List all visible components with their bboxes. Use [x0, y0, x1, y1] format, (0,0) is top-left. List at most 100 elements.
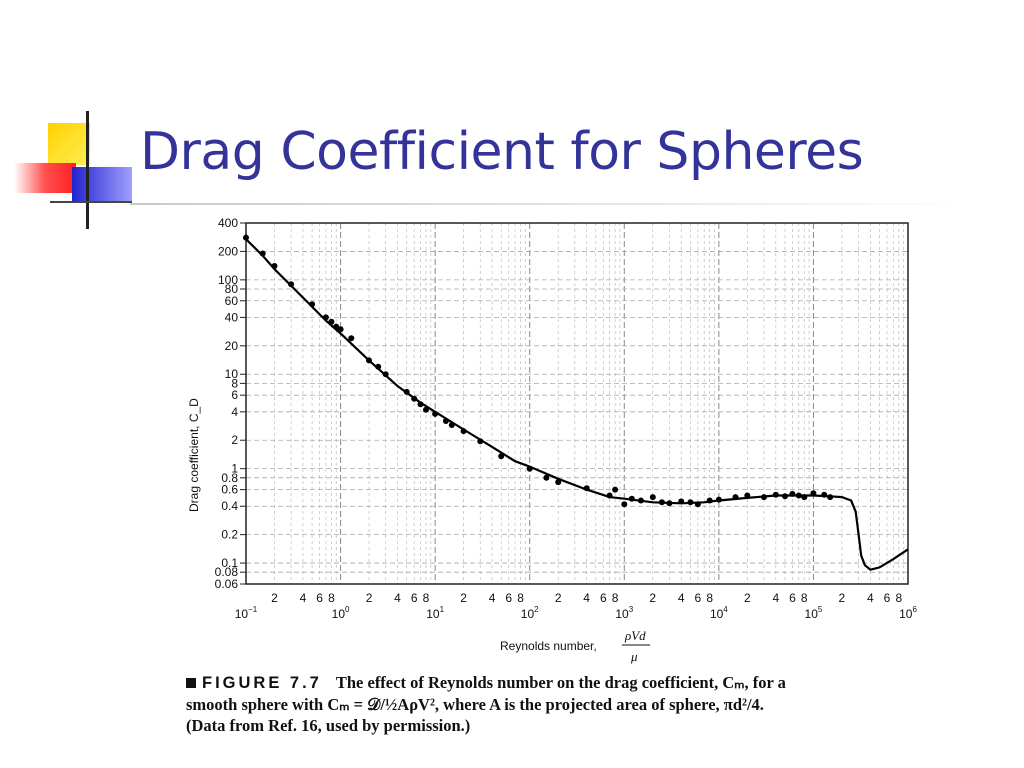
- chart-grid: [245, 222, 908, 585]
- deco-vertical-line: [86, 111, 89, 229]
- y-tick-label: 0.8: [221, 471, 238, 485]
- y-tick-label: 100: [218, 273, 238, 287]
- data-point: [543, 474, 550, 481]
- y-tick-label: 200: [218, 244, 238, 258]
- data-point: [333, 323, 340, 330]
- figure-label: FIGURE 7.7: [202, 674, 322, 692]
- data-point: [460, 428, 467, 435]
- x-minor-label: 4: [772, 591, 779, 605]
- data-point: [612, 486, 619, 493]
- data-point: [498, 453, 505, 460]
- title-decoration: [14, 111, 132, 229]
- x-minor-label: 6: [884, 591, 891, 605]
- data-point: [821, 491, 828, 498]
- data-point: [348, 335, 355, 342]
- data-point: [658, 499, 665, 506]
- y-tick-label: 6: [231, 388, 238, 402]
- x-minor-label: 8: [328, 591, 335, 605]
- y-tick-label: 2: [231, 433, 238, 447]
- y-tick-label: 80: [225, 282, 239, 296]
- x-minor-label: 8: [895, 591, 902, 605]
- y-tick-label: 40: [225, 310, 239, 324]
- data-point: [649, 494, 656, 501]
- data-point: [621, 501, 628, 508]
- x-decade-label: 103: [615, 605, 633, 621]
- data-point: [782, 493, 788, 500]
- x-axis-label: Reynolds number,: [500, 639, 597, 653]
- caption-line-1: The effect of Reynolds number on the dra…: [335, 673, 786, 692]
- x-decade-exponent: 0: [345, 605, 350, 614]
- data-point: [259, 250, 266, 257]
- data-point: [411, 395, 418, 402]
- x-decade-exponent: 2: [534, 605, 539, 614]
- data-point: [432, 410, 439, 417]
- data-point: [801, 494, 808, 501]
- data-point: [555, 479, 562, 486]
- data-point: [715, 496, 722, 503]
- x-minor-label: 2: [839, 591, 846, 605]
- data-point: [706, 497, 713, 504]
- y-tick-label: 20: [225, 339, 239, 353]
- x-minor-label: 6: [695, 591, 702, 605]
- data-point: [637, 497, 644, 504]
- y-tick-label: 0.06: [215, 577, 239, 591]
- x-minor-label: 2: [744, 591, 751, 605]
- caption-line-3: (Data from Ref. 16, used by permission.): [186, 716, 471, 735]
- data-point: [403, 388, 410, 395]
- data-point: [366, 357, 372, 364]
- y-tick-label: 400: [218, 216, 238, 230]
- x-minor-label: 6: [316, 591, 323, 605]
- y-tick-label: 0.08: [215, 565, 239, 579]
- x-minor-label: 8: [423, 591, 430, 605]
- x-minor-label: 2: [555, 591, 562, 605]
- figure-caption: FIGURE 7.7 The effect of Reynolds number …: [186, 672, 926, 736]
- data-point: [761, 494, 767, 501]
- x-minor-label: 2: [366, 591, 373, 605]
- y-tick-label: 0.6: [221, 483, 238, 497]
- data-point: [744, 492, 751, 499]
- x-minor-label: 4: [300, 591, 307, 605]
- x-decade-exponent: −1: [248, 605, 258, 614]
- x-decade-exponent: 1: [440, 605, 445, 614]
- data-point: [375, 363, 382, 370]
- deco-blue-square: [72, 167, 132, 203]
- y-tick-label: 0.1: [221, 556, 238, 570]
- y-axis-label: Drag coefficient, C_D: [187, 398, 201, 512]
- x-minor-label: 6: [411, 591, 418, 605]
- y-tick-label: 1: [231, 462, 238, 476]
- x-minor-label: 2: [649, 591, 656, 605]
- data-point: [337, 326, 344, 333]
- data-point: [678, 498, 685, 505]
- data-point: [328, 318, 335, 325]
- x-minor-label: 6: [600, 591, 607, 605]
- x-minor-label: 8: [706, 591, 713, 605]
- data-point: [442, 418, 449, 424]
- data-point: [448, 422, 455, 428]
- data-point: [772, 491, 779, 498]
- x-decade-exponent: 4: [723, 605, 728, 614]
- deco-horizontal-line: [50, 201, 132, 203]
- x-minor-label: 4: [867, 591, 874, 605]
- x-decade-label: 104: [710, 605, 728, 621]
- x-minor-label: 2: [271, 591, 278, 605]
- x-axis-formula-denominator: μ: [630, 649, 638, 664]
- x-decade-label: 100: [332, 605, 350, 621]
- x-decade-label: 106: [899, 605, 917, 621]
- data-point: [477, 438, 484, 445]
- data-point: [810, 490, 817, 497]
- x-decade-exponent: 6: [912, 605, 917, 614]
- data-point: [687, 499, 694, 506]
- y-tick-label: 60: [225, 294, 239, 308]
- y-tick-label: 0.2: [221, 528, 238, 542]
- data-point: [243, 234, 249, 241]
- data-point: [583, 485, 590, 492]
- plot-frame: [245, 222, 909, 585]
- x-minor-label: 4: [489, 591, 496, 605]
- data-point: [666, 500, 673, 507]
- data-point: [789, 490, 796, 497]
- x-minor-label: 4: [583, 591, 590, 605]
- data-points: [243, 234, 834, 508]
- x-minor-label: 8: [801, 591, 808, 605]
- x-decade-label: 10−1: [235, 605, 258, 621]
